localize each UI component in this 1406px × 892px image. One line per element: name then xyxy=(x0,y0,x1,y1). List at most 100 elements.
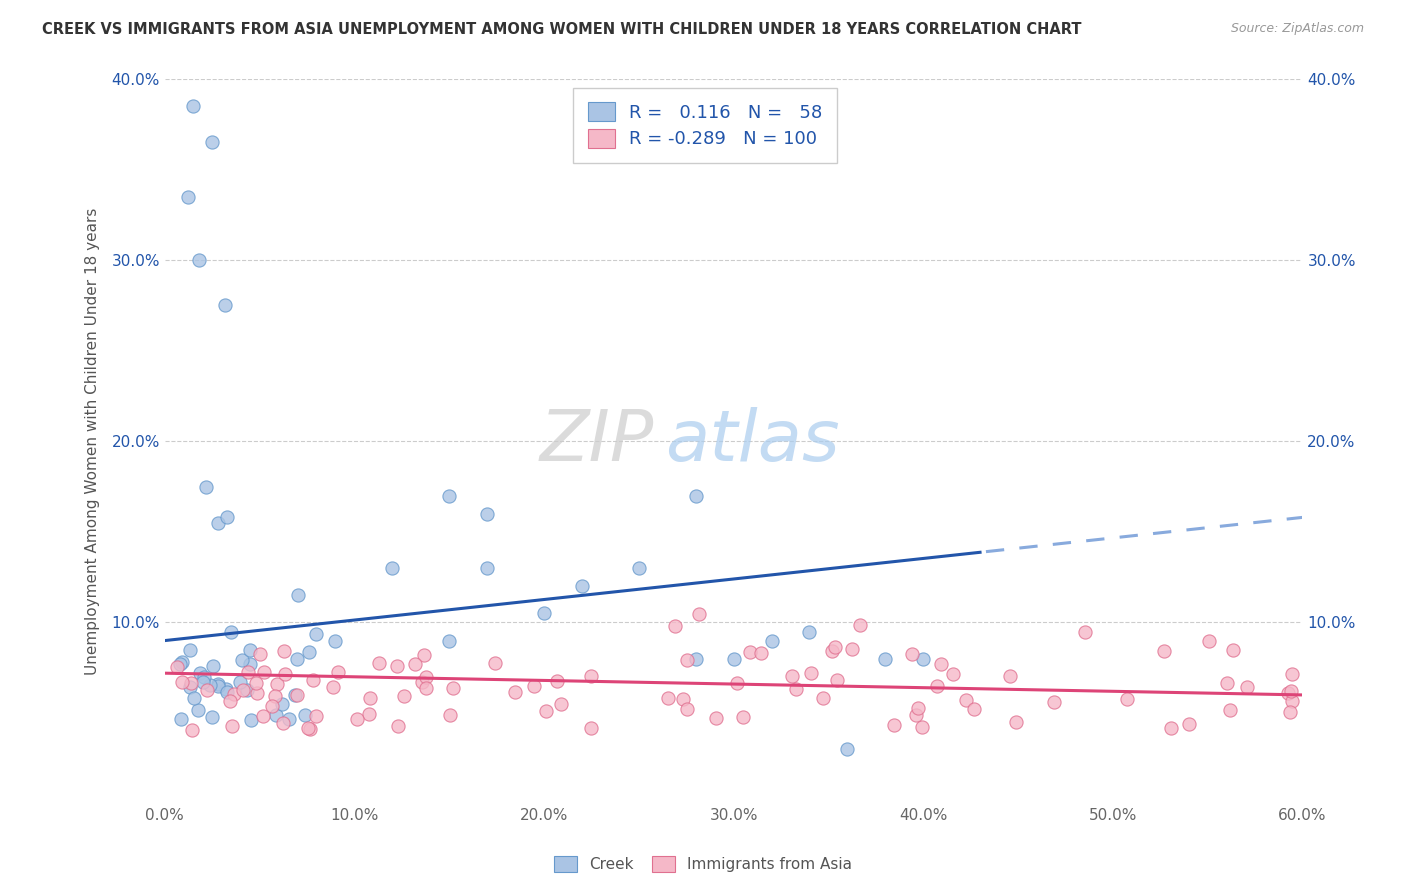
Point xyxy=(170,712,193,726)
Point xyxy=(179,680,201,694)
Point xyxy=(219,693,242,707)
Point xyxy=(169,657,191,672)
Point xyxy=(170,675,193,690)
Point xyxy=(392,689,415,703)
Point xyxy=(725,676,748,690)
Point xyxy=(731,709,754,723)
Point xyxy=(437,489,460,503)
Point xyxy=(1303,675,1326,690)
Text: ZIP: ZIP xyxy=(540,407,654,475)
Point xyxy=(253,665,276,680)
Point xyxy=(198,678,221,692)
Point xyxy=(1215,676,1237,690)
Point xyxy=(326,665,349,680)
Point xyxy=(187,703,209,717)
Point xyxy=(201,136,224,150)
Point xyxy=(287,652,309,666)
Point xyxy=(217,685,239,699)
Point xyxy=(287,588,309,602)
Point xyxy=(166,659,188,673)
Point xyxy=(187,253,209,268)
Point xyxy=(239,713,262,727)
Point xyxy=(439,708,461,723)
Point xyxy=(214,298,236,312)
Point xyxy=(188,666,211,681)
Point xyxy=(273,716,295,731)
Point xyxy=(305,708,328,723)
Point xyxy=(827,673,849,687)
Point xyxy=(441,681,464,695)
Point xyxy=(1222,642,1244,657)
Point xyxy=(415,670,437,684)
Point xyxy=(523,679,546,693)
Point xyxy=(1198,633,1220,648)
Point xyxy=(740,645,762,659)
Point xyxy=(191,674,214,689)
Point xyxy=(799,624,821,639)
Point xyxy=(271,698,294,712)
Point xyxy=(704,711,727,725)
Point xyxy=(381,561,404,575)
Point xyxy=(1279,705,1302,719)
Point xyxy=(181,723,204,738)
Point xyxy=(305,627,328,641)
Point xyxy=(723,651,745,665)
Point xyxy=(1000,669,1022,683)
Point xyxy=(1116,692,1139,706)
Point xyxy=(929,657,952,672)
Point xyxy=(911,720,934,734)
Point xyxy=(266,676,288,690)
Point xyxy=(404,657,426,671)
Point xyxy=(412,648,434,662)
Point xyxy=(657,690,679,705)
Point xyxy=(820,644,842,658)
Point xyxy=(322,681,344,695)
Point xyxy=(1073,624,1095,639)
Point xyxy=(195,682,218,697)
Point xyxy=(239,642,262,657)
Point xyxy=(841,641,863,656)
Point xyxy=(927,679,949,693)
Point xyxy=(849,617,872,632)
Point xyxy=(202,658,225,673)
Point xyxy=(546,673,568,688)
Point xyxy=(195,480,218,494)
Legend: R =   0.116   N =   58, R = -0.289   N = 100: R = 0.116 N = 58, R = -0.289 N = 100 xyxy=(574,88,837,163)
Point xyxy=(346,712,368,726)
Point xyxy=(217,510,239,524)
Point xyxy=(264,689,287,703)
Point xyxy=(907,701,929,715)
Point xyxy=(246,686,269,700)
Point xyxy=(579,669,602,683)
Point xyxy=(901,648,924,662)
Point xyxy=(385,659,408,673)
Point xyxy=(207,677,229,691)
Point xyxy=(627,561,650,575)
Point xyxy=(875,651,897,665)
Point xyxy=(183,690,205,705)
Point xyxy=(294,707,316,722)
Point xyxy=(170,655,193,669)
Point xyxy=(1153,644,1175,658)
Point xyxy=(484,656,506,670)
Point xyxy=(252,709,274,723)
Point xyxy=(837,742,859,756)
Point xyxy=(1281,694,1303,708)
Point xyxy=(1005,715,1028,730)
Point xyxy=(963,702,986,716)
Point xyxy=(274,666,297,681)
Point xyxy=(437,633,460,648)
Point xyxy=(475,507,498,521)
Point xyxy=(221,718,243,732)
Point xyxy=(387,718,409,732)
Point xyxy=(215,682,238,697)
Point xyxy=(579,721,602,735)
Point xyxy=(219,624,242,639)
Point xyxy=(503,685,526,699)
Point xyxy=(179,643,201,657)
Text: Source: ZipAtlas.com: Source: ZipAtlas.com xyxy=(1230,22,1364,36)
Point xyxy=(207,516,229,530)
Point xyxy=(229,674,252,689)
Point xyxy=(955,693,977,707)
Point xyxy=(811,690,834,705)
